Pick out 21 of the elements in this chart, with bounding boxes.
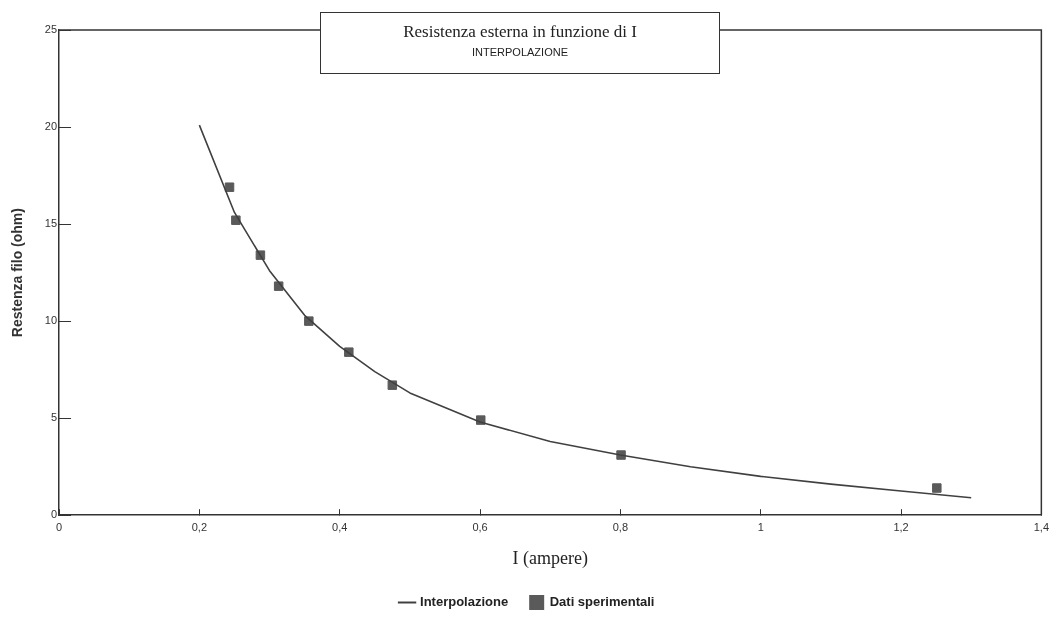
title-frame: Resistenza esterna in funzione di I INTERPOLAZIONE xyxy=(320,12,720,74)
y-axis-title: Restenza filo (ohm) xyxy=(9,208,26,338)
x-tick-label: 0,4 xyxy=(332,520,348,533)
y-tick-label: 5 xyxy=(50,411,58,424)
y-tick-label: 10 xyxy=(44,314,58,327)
y-tick-label: 0 xyxy=(50,508,58,521)
y-tick-label: 20 xyxy=(44,120,58,133)
x-tick-label: 0,6 xyxy=(472,520,488,533)
legend-label: Dati sperimentali xyxy=(549,594,655,610)
point xyxy=(224,182,235,192)
x-tick-label: 0,2 xyxy=(191,520,208,533)
legend-label: Interpolazione xyxy=(420,594,509,610)
y-tick-label: 15 xyxy=(44,217,58,230)
chart-title: Resistenza esterna in funzione di I xyxy=(402,22,638,42)
x-tick-label: 0,8 xyxy=(612,520,629,533)
x-tick-label: 1,4 xyxy=(1033,520,1049,533)
x-tick-label: 1,2 xyxy=(893,520,909,533)
x-axis-title: I (ampere) xyxy=(512,547,588,569)
point xyxy=(932,483,942,493)
x-tick-label: 1 xyxy=(757,520,764,533)
y-tick-label: 25 xyxy=(44,23,58,36)
